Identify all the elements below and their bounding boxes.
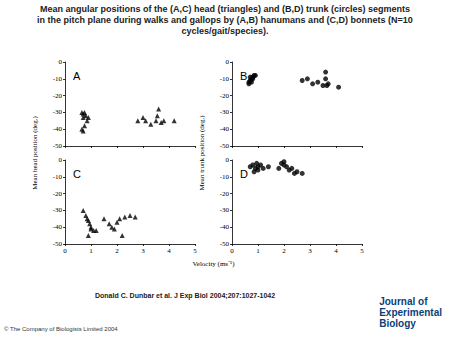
svg-text:-10: -10 <box>220 75 230 83</box>
svg-text:-40: -40 <box>53 223 63 231</box>
svg-text:-50: -50 <box>53 240 63 248</box>
svg-text:4: 4 <box>167 247 171 255</box>
svg-text:C: C <box>73 168 81 180</box>
html-text:Mean angular positions of the: Mean angular positions of the (A,C) head… <box>37 4 413 36</box>
svg-text:1: 1 <box>89 247 93 255</box>
svg-text:1: 1 <box>256 247 260 255</box>
svg-text:-50: -50 <box>220 142 230 150</box>
svg-text:-30: -30 <box>220 108 230 116</box>
svg-text:-10: -10 <box>53 173 63 181</box>
svg-text:-30: -30 <box>220 206 230 214</box>
svg-text:0: 0 <box>230 247 234 255</box>
svg-text:-20: -20 <box>220 190 230 198</box>
svg-text:Mean trunk position (deg.): Mean trunk position (deg.) <box>198 115 206 191</box>
svg-text:-30: -30 <box>53 108 63 116</box>
svg-text:2: 2 <box>282 247 286 255</box>
svg-text:A: A <box>73 70 81 82</box>
svg-text:Velocity (ms⁻¹): Velocity (ms⁻¹) <box>192 260 235 268</box>
svg-text:© The Company of Biologists Li: © The Company of Biologists Limited 2004 <box>4 326 118 332</box>
svg-text:-50: -50 <box>53 142 63 150</box>
svg-text:4: 4 <box>334 247 338 255</box>
svg-text:5: 5 <box>193 247 197 255</box>
svg-text:-20: -20 <box>53 190 63 198</box>
svg-text:0: 0 <box>226 58 230 66</box>
svg-text:-40: -40 <box>53 125 63 133</box>
svg-text:5: 5 <box>360 247 364 255</box>
svg-text:0: 0 <box>226 156 230 164</box>
svg-text:D: D <box>240 168 248 180</box>
svg-text:-10: -10 <box>53 75 63 83</box>
svg-text:0: 0 <box>63 247 67 255</box>
svg-text:-40: -40 <box>220 223 230 231</box>
svg-text:Biology: Biology <box>379 318 416 329</box>
svg-text:Mean head position (deg.): Mean head position (deg.) <box>31 116 39 190</box>
svg-text:-50: -50 <box>220 240 230 248</box>
svg-text:Experimental: Experimental <box>379 307 442 318</box>
svg-text:0: 0 <box>59 58 63 66</box>
svg-text:3: 3 <box>141 247 145 255</box>
svg-text:-10: -10 <box>220 173 230 181</box>
svg-text:3: 3 <box>308 247 312 255</box>
svg-text:Journal of: Journal of <box>379 296 428 307</box>
svg-text:-20: -20 <box>53 92 63 100</box>
svg-text:-20: -20 <box>220 92 230 100</box>
svg-text:B: B <box>240 70 247 82</box>
svg-text:-30: -30 <box>53 206 63 214</box>
svg-text:2: 2 <box>115 247 119 255</box>
svg-text:-40: -40 <box>220 125 230 133</box>
svg-text:0: 0 <box>59 156 63 164</box>
svg-text:Donald C. Dunbar et al. J Exp: Donald C. Dunbar et al. J Exp Biol 2004;… <box>95 292 275 300</box>
